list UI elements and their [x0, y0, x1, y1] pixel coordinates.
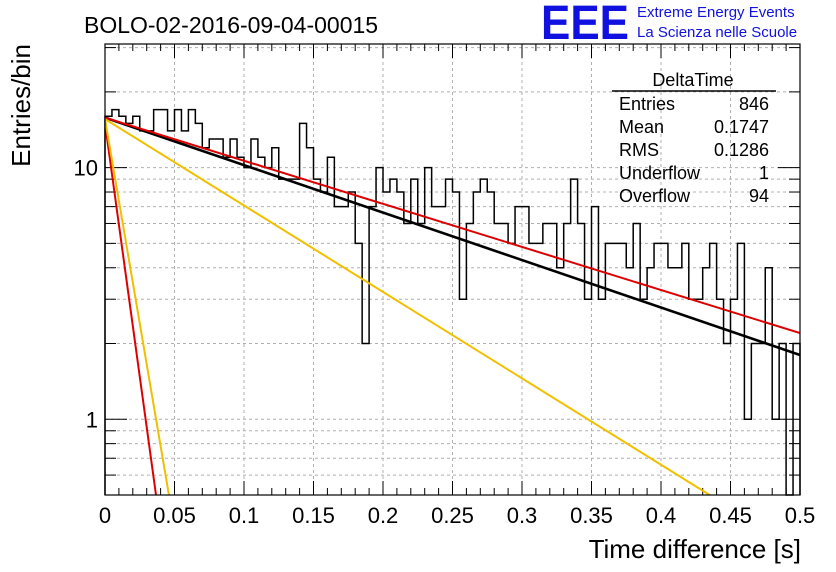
chart-title: BOLO-02-2016-09-04-00015: [84, 12, 378, 38]
y-axis-title: Entries/bin: [6, 44, 36, 167]
x-tick-label-2: 0.1: [229, 503, 260, 528]
x-tick-label-5: 0.25: [431, 503, 474, 528]
fit-lines: [105, 116, 800, 495]
fit-line-2: [105, 123, 158, 495]
x-axis-title: Time difference [s]: [589, 534, 801, 564]
stats-label-overflow: Overflow: [619, 186, 691, 206]
x-tick-label-0: 0: [99, 503, 111, 528]
fit-line-4: [105, 118, 170, 495]
x-tick-label-4: 0.2: [368, 503, 399, 528]
stats-value-overflow: 94: [749, 186, 769, 206]
fit-line-1: [105, 116, 800, 335]
y-tick-label-1: 10: [74, 156, 98, 181]
axis-ticks: [104, 44, 801, 495]
logo-text: EEE: [541, 0, 629, 50]
x-tick-label-10: 0.5: [785, 503, 816, 528]
logo-line-1: Extreme Energy Events: [637, 4, 795, 21]
stats-title: DeltaTime: [652, 70, 733, 90]
stats-label-mean: Mean: [619, 117, 664, 137]
eee-logo: EEE Extreme Energy Events La Scienza nel…: [541, 0, 797, 50]
fit-line-3: [105, 118, 711, 495]
stats-label-entries: Entries: [619, 94, 675, 114]
stats-value-mean: 0.1747: [714, 117, 769, 137]
stats-label-underflow: Underflow: [619, 163, 701, 183]
plot-frame: [104, 43, 801, 496]
y-tick-label-0: 1: [86, 407, 98, 432]
histogram-steps: [104, 108, 801, 496]
x-tick-label-8: 0.4: [646, 503, 677, 528]
logo-line-2: La Scienza nelle Scuole: [637, 24, 797, 41]
x-tick-label-9: 0.45: [709, 503, 752, 528]
stats-label-rms: RMS: [619, 140, 659, 160]
x-tick-label-7: 0.35: [570, 503, 613, 528]
fit-line-0: [105, 116, 800, 357]
x-tick-label-1: 0.05: [153, 503, 196, 528]
histogram-outline: [104, 108, 801, 496]
stats-value-underflow: 1: [759, 163, 769, 183]
stats-box: DeltaTime Entries 846 Mean 0.1747 RMS 0.1286 U…: [612, 70, 776, 206]
x-tick-label-3: 0.15: [292, 503, 335, 528]
x-tick-labels: 0 0.05 0.1 0.15 0.2 0.25 0.3 0.35 0.4 0.45 0.5: [99, 503, 815, 528]
stats-value-rms: 0.1286: [714, 140, 769, 160]
x-tick-label-6: 0.3: [507, 503, 538, 528]
stats-value-entries: 846: [739, 94, 769, 114]
y-tick-labels: 1 10: [74, 156, 98, 433]
